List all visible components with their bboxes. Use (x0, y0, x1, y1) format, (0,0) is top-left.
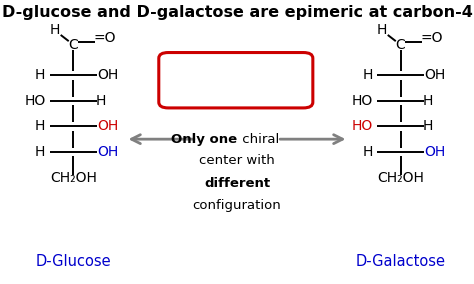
Text: H: H (362, 68, 373, 82)
Text: OH: OH (97, 68, 118, 82)
Text: =O: =O (420, 31, 443, 45)
Text: Only one: Only one (171, 133, 237, 146)
Text: configuration: configuration (192, 199, 282, 212)
Text: =O: =O (93, 31, 116, 45)
Text: CH₂OH: CH₂OH (50, 170, 97, 185)
Text: OH: OH (424, 68, 445, 82)
Text: HO: HO (352, 119, 373, 133)
Text: H: H (362, 145, 373, 159)
Text: D-Galactose: D-Galactose (356, 254, 446, 269)
Text: Epimers: Epimers (196, 70, 278, 89)
Text: HO: HO (352, 94, 373, 108)
Text: H: H (35, 145, 46, 159)
Text: H: H (96, 94, 106, 108)
Text: D-Glucose: D-Glucose (36, 254, 111, 269)
FancyBboxPatch shape (159, 53, 313, 108)
Text: H: H (35, 68, 46, 82)
Text: OH: OH (97, 145, 118, 159)
Text: center with: center with (199, 154, 275, 167)
Text: H: H (423, 119, 433, 133)
Text: C: C (69, 38, 78, 53)
Text: C: C (396, 38, 405, 53)
Text: OH: OH (97, 119, 118, 133)
Text: H: H (376, 23, 387, 37)
Text: H: H (49, 23, 60, 37)
Text: chiral: chiral (238, 133, 279, 146)
Text: HO: HO (25, 94, 46, 108)
Text: OH: OH (424, 145, 445, 159)
Text: CH₂OH: CH₂OH (377, 170, 424, 185)
Text: D-glucose and D-galactose are epimeric at carbon-4: D-glucose and D-galactose are epimeric a… (1, 5, 473, 20)
Text: H: H (35, 119, 46, 133)
Text: different: different (204, 177, 270, 190)
Text: H: H (423, 94, 433, 108)
